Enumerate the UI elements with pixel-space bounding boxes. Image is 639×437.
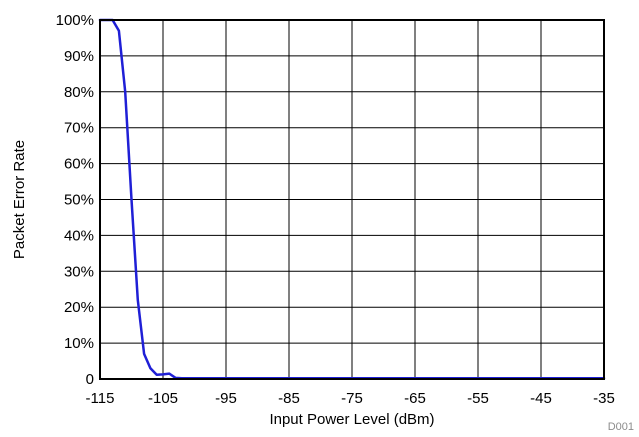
y-tick-label: 90% bbox=[64, 48, 94, 65]
x-tick-label: -105 bbox=[148, 390, 178, 407]
y-tick-label: 0 bbox=[86, 371, 94, 388]
y-tick-label: 30% bbox=[64, 263, 94, 280]
y-tick-label: 40% bbox=[64, 227, 94, 244]
y-tick-label: 20% bbox=[64, 299, 94, 316]
y-tick-label: 100% bbox=[56, 12, 94, 29]
x-tick-label: -55 bbox=[467, 390, 489, 407]
y-tick-label: 80% bbox=[64, 84, 94, 101]
x-tick-label: -75 bbox=[341, 390, 363, 407]
x-tick-label: -65 bbox=[404, 390, 426, 407]
x-tick-label: -115 bbox=[86, 390, 115, 407]
x-tick-labels: -115 -105 -95 -85 -75 -65 -55 -45 -35 bbox=[86, 390, 615, 407]
y-tick-label: 70% bbox=[64, 120, 94, 137]
figure-code: D001 bbox=[608, 421, 634, 433]
x-tick-label: -95 bbox=[215, 390, 237, 407]
x-tick-label: -85 bbox=[278, 390, 300, 407]
y-tick-labels: 0 10% 20% 30% 40% 50% 60% 70% 80% 90% 100% bbox=[56, 12, 94, 388]
x-tick-label: -45 bbox=[530, 390, 552, 407]
y-tick-label: 10% bbox=[64, 335, 94, 352]
y-tick-label: 60% bbox=[64, 156, 94, 173]
grid-lines bbox=[99, 19, 605, 380]
y-tick-label: 50% bbox=[64, 192, 94, 209]
x-tick-label: -35 bbox=[593, 390, 615, 407]
x-axis-title: Input Power Level (dBm) bbox=[269, 411, 434, 428]
plot-area-frame bbox=[99, 19, 605, 380]
y-axis-title: Packet Error Rate bbox=[11, 140, 28, 259]
